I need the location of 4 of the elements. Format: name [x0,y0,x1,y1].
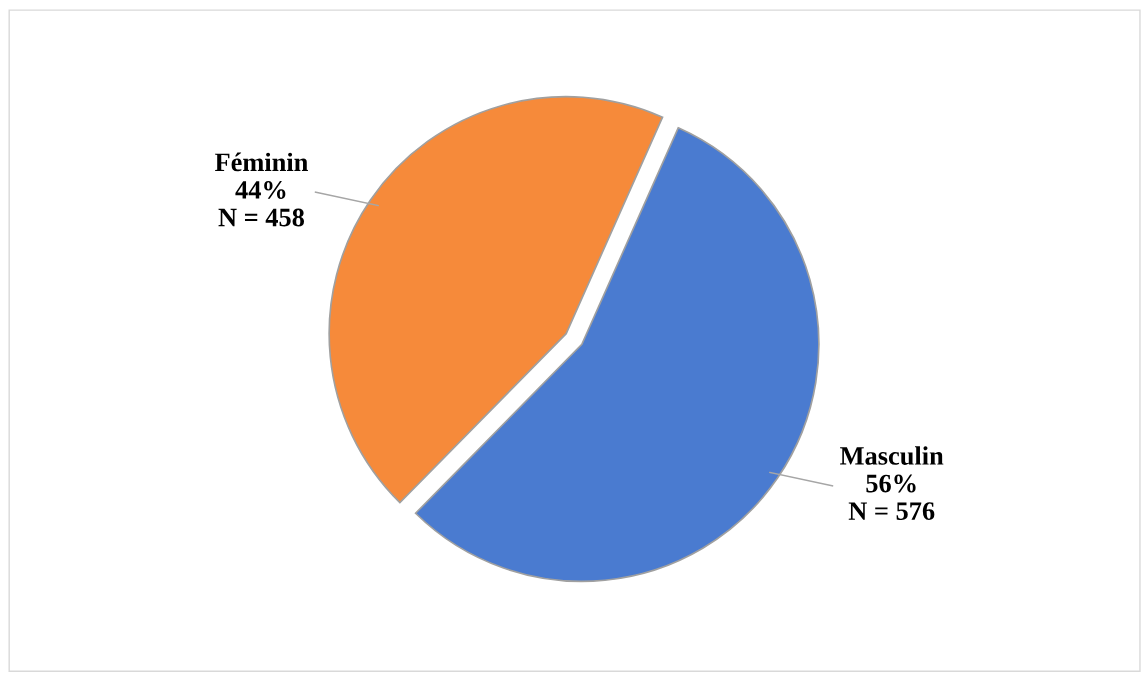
data-label: 56% N = 576 [848,474,935,520]
slice-label: Féminin [214,152,308,172]
data-label: 44% N = 458 [218,180,305,227]
slice-label: Masculin [840,446,944,465]
